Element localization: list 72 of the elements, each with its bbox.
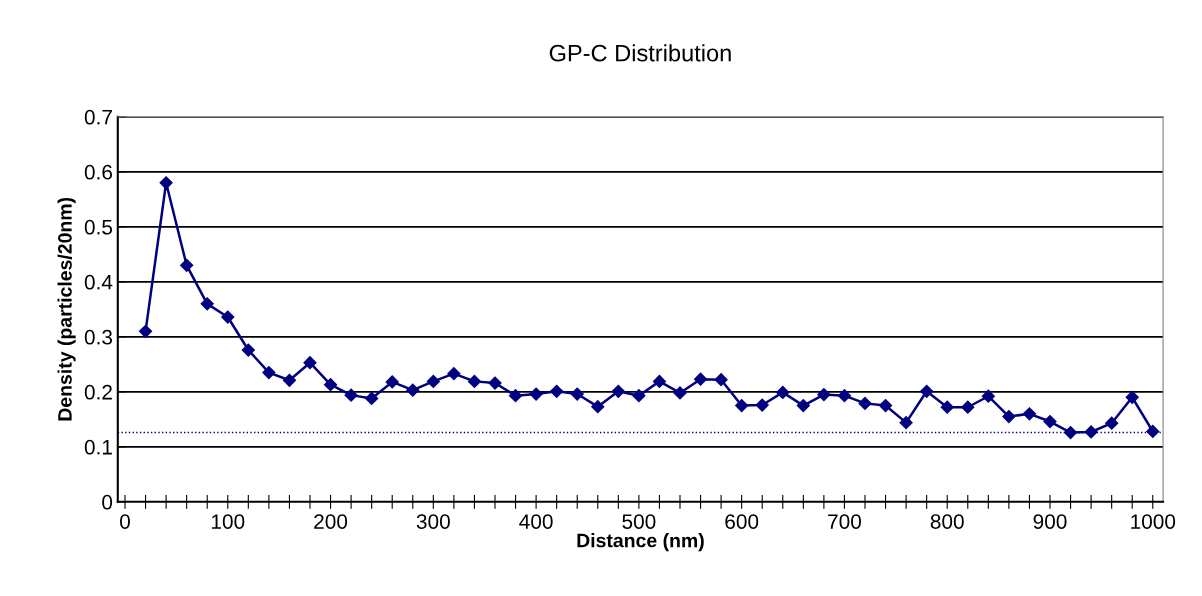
y-tick-label: 0.5 [84, 219, 113, 235]
point [981, 389, 995, 403]
point [1125, 390, 1139, 404]
point [878, 398, 893, 413]
y-tick-label: 0.3 [84, 329, 113, 345]
point [652, 374, 667, 388]
point [920, 384, 934, 398]
point [940, 400, 954, 414]
point [1146, 424, 1160, 439]
point [961, 400, 975, 414]
point [755, 398, 769, 412]
point [1043, 414, 1057, 429]
point [1002, 409, 1016, 424]
point [447, 367, 461, 381]
point [899, 416, 913, 430]
chart-title: GP-C Distribution [549, 44, 731, 62]
x-tick-label: 400 [519, 514, 553, 529]
point [1105, 416, 1119, 430]
point [632, 389, 646, 403]
point [673, 386, 687, 400]
point [858, 396, 872, 410]
point [344, 388, 358, 402]
point [1022, 407, 1037, 421]
point [488, 376, 502, 390]
x-tick-label: 300 [416, 514, 450, 529]
point [282, 373, 297, 387]
x-tick-label: 600 [725, 514, 759, 529]
point [1063, 425, 1078, 440]
point [200, 297, 214, 311]
point [138, 324, 153, 338]
x-tick-label: 0 [120, 514, 130, 529]
x-axis-title: Distance (nm) [577, 533, 704, 552]
point [550, 384, 564, 398]
point [467, 374, 482, 388]
x-tick-label: 800 [930, 514, 964, 529]
y-tick-label: 0.2 [84, 384, 112, 400]
point [837, 389, 852, 403]
point [221, 310, 235, 324]
y-tick-label: 0.1 [84, 439, 112, 455]
point [241, 343, 255, 357]
point [735, 398, 749, 413]
point [529, 387, 543, 401]
x-tick-label: 900 [1033, 514, 1067, 529]
point [570, 387, 584, 401]
y-tick-label: 0.7 [84, 109, 112, 125]
x-tick-label: 200 [314, 514, 348, 529]
x-tick-label: 500 [622, 514, 656, 529]
point [776, 385, 790, 399]
x-tick-label: 100 [211, 514, 245, 529]
point [611, 384, 625, 398]
point [591, 400, 605, 414]
point [303, 356, 317, 370]
point [365, 391, 379, 406]
y-tick-label: 0.6 [84, 164, 113, 180]
point [262, 365, 276, 380]
y-tick-label: 0.4 [84, 274, 113, 290]
point [323, 378, 338, 392]
x-tick-label: 700 [828, 514, 862, 529]
point [1084, 425, 1098, 439]
point [817, 387, 831, 402]
x-tick-label: 1000 [1131, 514, 1176, 529]
point [508, 389, 523, 403]
point [714, 373, 728, 387]
point [180, 258, 194, 272]
point [406, 383, 420, 397]
point [426, 374, 440, 388]
y-axis-title: Density (particles/20nm) [57, 197, 76, 421]
point [159, 176, 173, 190]
point [693, 372, 708, 386]
y-tick-label: 0 [102, 494, 113, 510]
point [796, 398, 810, 413]
point [385, 375, 399, 389]
